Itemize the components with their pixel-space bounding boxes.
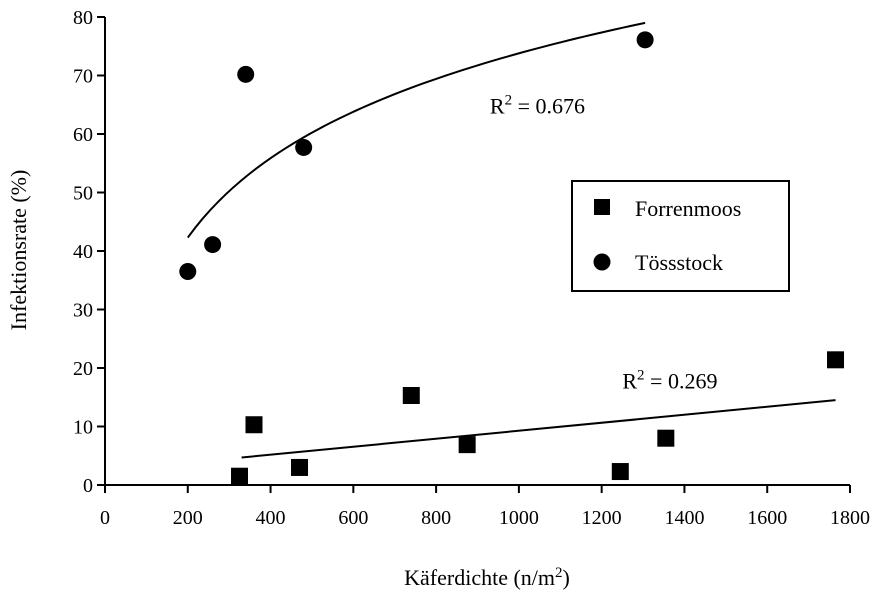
x-tick-label: 1400 [664,507,704,529]
x-tick-label: 800 [421,507,451,529]
x-tick-label: 1600 [747,507,787,529]
x-tick-label: 400 [256,507,286,529]
y-tick-label: 50 [73,183,93,205]
x-tick-label: 0 [100,507,110,529]
legend-marker-forrenmoos [594,199,610,215]
fit-lines [186,21,836,459]
y-axis-title: Infektionsrate (%) [6,170,31,331]
data-points [179,31,845,485]
data-point-t-ssstock [179,262,197,280]
r2-label-t-ssstock: R2 = 0.676 [490,93,585,119]
y-tick-label: 60 [73,124,93,146]
y-tick-label: 40 [73,241,93,263]
y-tick-label: 70 [73,66,93,88]
data-point-t-ssstock [636,31,654,49]
data-point-forrenmoos [402,386,420,404]
legend-label-tossstock: Tössstock [635,250,723,275]
y-axis-ticks: 0 10 20 30 40 50 60 70 80 [73,7,105,497]
x-tick-label: 600 [338,507,368,529]
x-tick-label: 1200 [582,507,622,529]
legend: Forrenmoos Tössstock [571,180,790,292]
data-point-forrenmoos [231,467,249,485]
data-point-forrenmoos [291,458,309,476]
data-point-t-ssstock [237,65,255,83]
data-point-forrenmoos [827,351,845,369]
data-point-forrenmoos [611,463,629,481]
data-point-forrenmoos [458,436,476,454]
data-point-forrenmoos [245,416,263,434]
x-axis-ticks: 0 200 400 600 800 1000 1200 1400 1600 1800 [100,485,870,529]
fit-line-t-ssstock [186,21,646,239]
data-point-forrenmoos [657,429,675,447]
y-tick-label: 30 [73,300,93,322]
x-tick-label: 200 [173,507,203,529]
r2-label-forrenmoos: R2 = 0.269 [622,367,717,393]
y-tick-label: 10 [73,417,93,439]
y-tick-label: 0 [83,475,93,497]
x-axis-title: Käferdichte (n/m2) [404,565,570,590]
data-point-t-ssstock [204,236,222,254]
legend-label-forrenmoos: Forrenmoos [635,196,741,221]
legend-marker-tossstock [593,253,611,271]
y-tick-label: 80 [73,7,93,29]
x-tick-label: 1000 [499,507,539,529]
data-point-t-ssstock [295,138,313,156]
r2-annotations: R2 = 0.269 R2 = 0.676 [490,93,718,394]
fit-line-forrenmoos [241,399,836,459]
y-tick-label: 20 [73,358,93,380]
x-tick-label: 1800 [830,507,870,529]
